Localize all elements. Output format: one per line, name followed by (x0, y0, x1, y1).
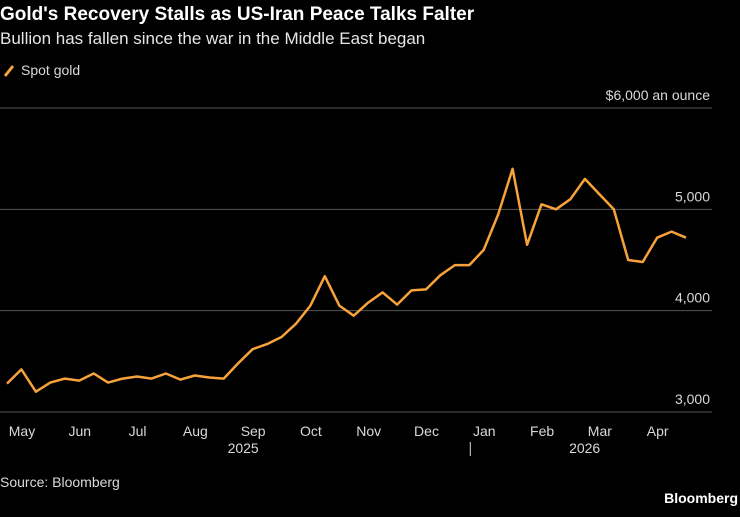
legend-label: Spot gold (21, 62, 80, 78)
legend-swatch (3, 65, 15, 77)
x-tick-label: Jun (68, 423, 91, 439)
year-label: 2025 (228, 440, 259, 456)
chart-title: Gold's Recovery Stalls as US-Iran Peace … (0, 4, 475, 25)
x-tick-label: Feb (530, 423, 554, 439)
brand: Bloomberg (664, 490, 738, 506)
y-tick-label: 5,000 (675, 188, 710, 204)
x-tick-label: Oct (300, 423, 322, 439)
x-tick-label: Jan (473, 423, 496, 439)
y-tick-label: 3,000 (675, 391, 710, 407)
chart-subtitle: Bullion has fallen since the war in the … (0, 29, 425, 48)
x-tick-label: Mar (588, 423, 612, 439)
year-label: 2026 (569, 440, 600, 456)
source: Source: Bloomberg (0, 474, 120, 490)
x-tick-label: May (9, 423, 35, 439)
x-tick-label: Nov (356, 423, 381, 439)
x-tick-label: Apr (647, 423, 669, 439)
y-tick-label: 4,000 (675, 290, 710, 306)
y-tick-label: $6,000 an ounce (606, 87, 711, 103)
x-tick-label: Sep (241, 423, 266, 439)
line-series (6, 167, 687, 393)
x-tick-label: Aug (183, 423, 208, 439)
x-tick-label: Jul (129, 423, 147, 439)
x-tick-label: Dec (414, 423, 439, 439)
